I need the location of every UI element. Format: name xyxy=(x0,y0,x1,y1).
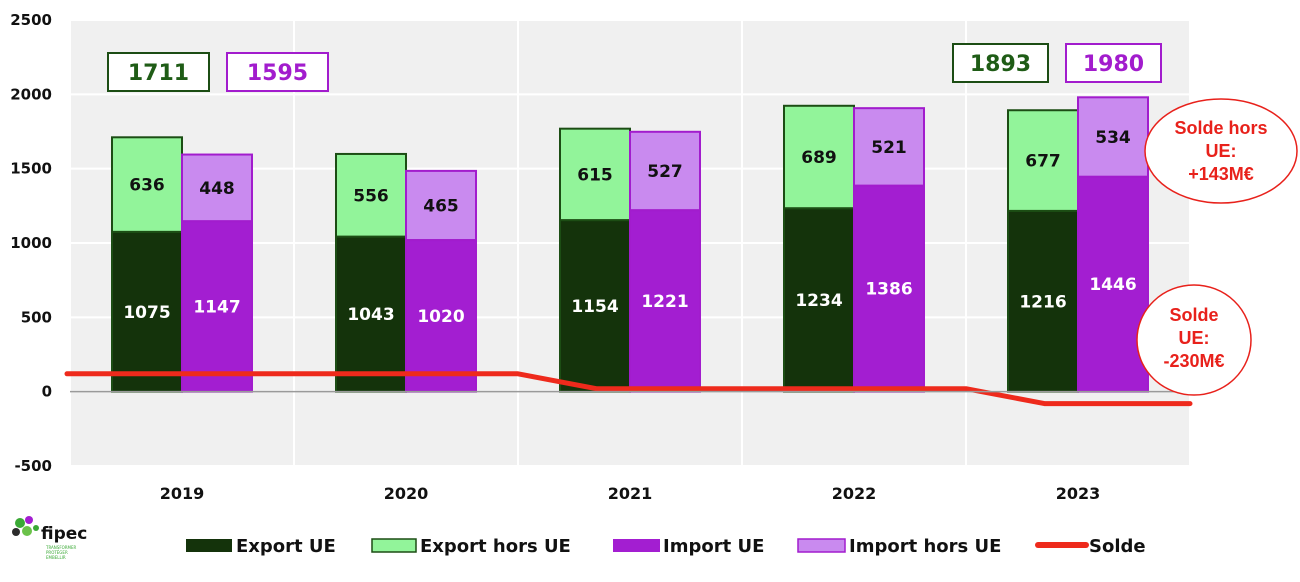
annotation-ue-line-3: -230M€ xyxy=(1163,351,1224,371)
data-label-import-hors-ue-2022: 521 xyxy=(871,138,907,158)
data-label-export-ue-2020: 1043 xyxy=(347,305,394,325)
solde-line xyxy=(64,371,1193,407)
x-tick-label-2022: 2022 xyxy=(832,484,877,503)
bar-import-ue-2021 xyxy=(629,209,701,393)
data-label-export-hors-ue-2019: 636 xyxy=(129,176,165,196)
solde-line-layer xyxy=(64,371,1193,407)
y-tick-label-2500: 2500 xyxy=(10,11,52,29)
total-2023-export-label: 1893 xyxy=(970,52,1031,77)
annotation-hors-ue-line-2: UE: xyxy=(1206,141,1237,161)
logo-tagline-2: PROTÉGER xyxy=(46,550,68,555)
data-label-export-hors-ue-2022: 689 xyxy=(801,148,837,168)
x-axis: 2019 2020 2021 2022 2023 xyxy=(70,390,1190,503)
bar-export-ue-2020 xyxy=(335,235,407,393)
data-label-import-hors-ue-2021: 527 xyxy=(647,162,683,182)
bar-export-hors-ue-2023 xyxy=(1007,109,1079,212)
bar-import-ue-2019 xyxy=(181,220,253,393)
total-2019-export-label: 1711 xyxy=(128,61,189,86)
data-label-import-ue-2022: 1386 xyxy=(865,280,912,300)
data-label-import-ue-2023: 1446 xyxy=(1089,275,1136,295)
logo-tagline-1: TRANSFORMER xyxy=(45,545,77,550)
annotation-hors-ue-line-3: +143M€ xyxy=(1188,164,1254,184)
legend-item-import-ue: Import UE xyxy=(613,536,764,557)
x-tick-label-2023: 2023 xyxy=(1056,484,1101,503)
legend-label-solde: Solde xyxy=(1089,536,1146,557)
bar-export-hors-ue-2022 xyxy=(783,104,855,210)
data-label-import-ue-2019: 1147 xyxy=(193,297,240,317)
y-tick-label-1500: 1500 xyxy=(10,160,52,178)
legend-item-import-hors-ue: Import hors UE xyxy=(797,536,1001,557)
x-tick-label-2020: 2020 xyxy=(384,484,429,503)
legend-item-solde: Solde xyxy=(1035,536,1146,557)
bar-export-hors-ue-2020 xyxy=(335,152,407,238)
data-label-import-hors-ue-2019: 448 xyxy=(199,179,235,199)
data-label-export-ue-2019: 1075 xyxy=(123,303,170,323)
bar-import-hors-ue-2022 xyxy=(853,107,925,187)
data-label-export-hors-ue-2020: 556 xyxy=(353,186,389,206)
bars: 1075 636 1147 448 1043 556 1020 465 1154 615 1221 5… xyxy=(111,96,1149,393)
y-tick-label-1000: 1000 xyxy=(10,234,52,252)
total-box-2023-import: 1980 xyxy=(1065,43,1162,83)
legend-item-export-hors-ue: Export hors UE xyxy=(371,536,571,557)
bar-export-ue-2022 xyxy=(783,207,855,393)
data-label-import-ue-2020: 1020 xyxy=(417,307,464,327)
legend-label-export-ue: Export UE xyxy=(236,536,336,557)
logo-tagline-3: EMBELLIR xyxy=(46,555,66,560)
legend-label-import-hors-ue: Import hors UE xyxy=(849,536,1001,557)
data-label-export-ue-2023: 1216 xyxy=(1019,292,1066,312)
bar-import-hors-ue-2021 xyxy=(629,130,701,212)
y-tick-label-0: 0 xyxy=(42,383,52,401)
y-tick-label-2000: 2000 xyxy=(10,85,52,103)
bar-import-ue-2020 xyxy=(405,239,477,393)
legend-swatch-export-hors-ue xyxy=(371,538,417,553)
legend-swatch-import-hors-ue xyxy=(797,538,846,553)
y-axis: 2500 2000 1500 1000 500 0 -500 xyxy=(10,11,52,475)
legend-swatch-import-ue xyxy=(613,539,660,552)
annotation-solde-hors-ue: Solde hors UE: +143M€ xyxy=(1144,98,1298,204)
bar-import-hors-ue-2020 xyxy=(405,169,477,242)
data-label-export-ue-2021: 1154 xyxy=(571,297,618,317)
y-tick-label-500: 500 xyxy=(21,308,52,326)
annotation-hors-ue-line-1: Solde hors xyxy=(1174,118,1267,138)
y-tick-label-500: -500 xyxy=(14,457,52,475)
legend-item-export-ue: Export UE xyxy=(186,536,336,557)
legend: Export UE Export hors UE Import UE Impor… xyxy=(186,536,1146,557)
data-label-import-hors-ue-2023: 534 xyxy=(1095,128,1131,148)
fipec-logo: fipec TRANSFORMER PROTÉGER EMBELLIR xyxy=(12,516,87,560)
total-box-2019-import: 1595 xyxy=(226,52,329,92)
total-box-2023-export: 1893 xyxy=(952,43,1049,83)
annotation-ue-line-2: UE: xyxy=(1179,328,1210,348)
total-box-2019-export: 1711 xyxy=(107,52,210,92)
x-tick-label-2021: 2021 xyxy=(608,484,653,503)
bar-import-hors-ue-2019 xyxy=(181,153,253,223)
legend-label-export-hors-ue: Export hors UE xyxy=(420,536,571,557)
bar-export-ue-2021 xyxy=(559,219,631,393)
logo-name: fipec xyxy=(41,524,87,544)
x-tick-label-2019: 2019 xyxy=(160,484,205,503)
total-2023-import-label: 1980 xyxy=(1083,52,1144,77)
data-label-export-ue-2022: 1234 xyxy=(795,291,842,311)
bar-import-ue-2023 xyxy=(1077,175,1149,393)
legend-swatch-export-ue xyxy=(186,539,232,552)
annotation-solde-ue: Solde UE: -230M€ xyxy=(1136,284,1252,396)
data-label-import-ue-2021: 1221 xyxy=(641,292,688,312)
bar-export-ue-2019 xyxy=(111,230,183,393)
total-2019-import-label: 1595 xyxy=(247,61,308,86)
data-label-export-hors-ue-2023: 677 xyxy=(1025,152,1061,172)
legend-label-import-ue: Import UE xyxy=(663,536,764,557)
data-label-import-hors-ue-2020: 465 xyxy=(423,196,459,216)
fipec-logo-icon xyxy=(12,516,39,536)
annotation-ue-line-1: Solde xyxy=(1169,305,1218,325)
data-label-export-hors-ue-2021: 615 xyxy=(577,165,613,185)
